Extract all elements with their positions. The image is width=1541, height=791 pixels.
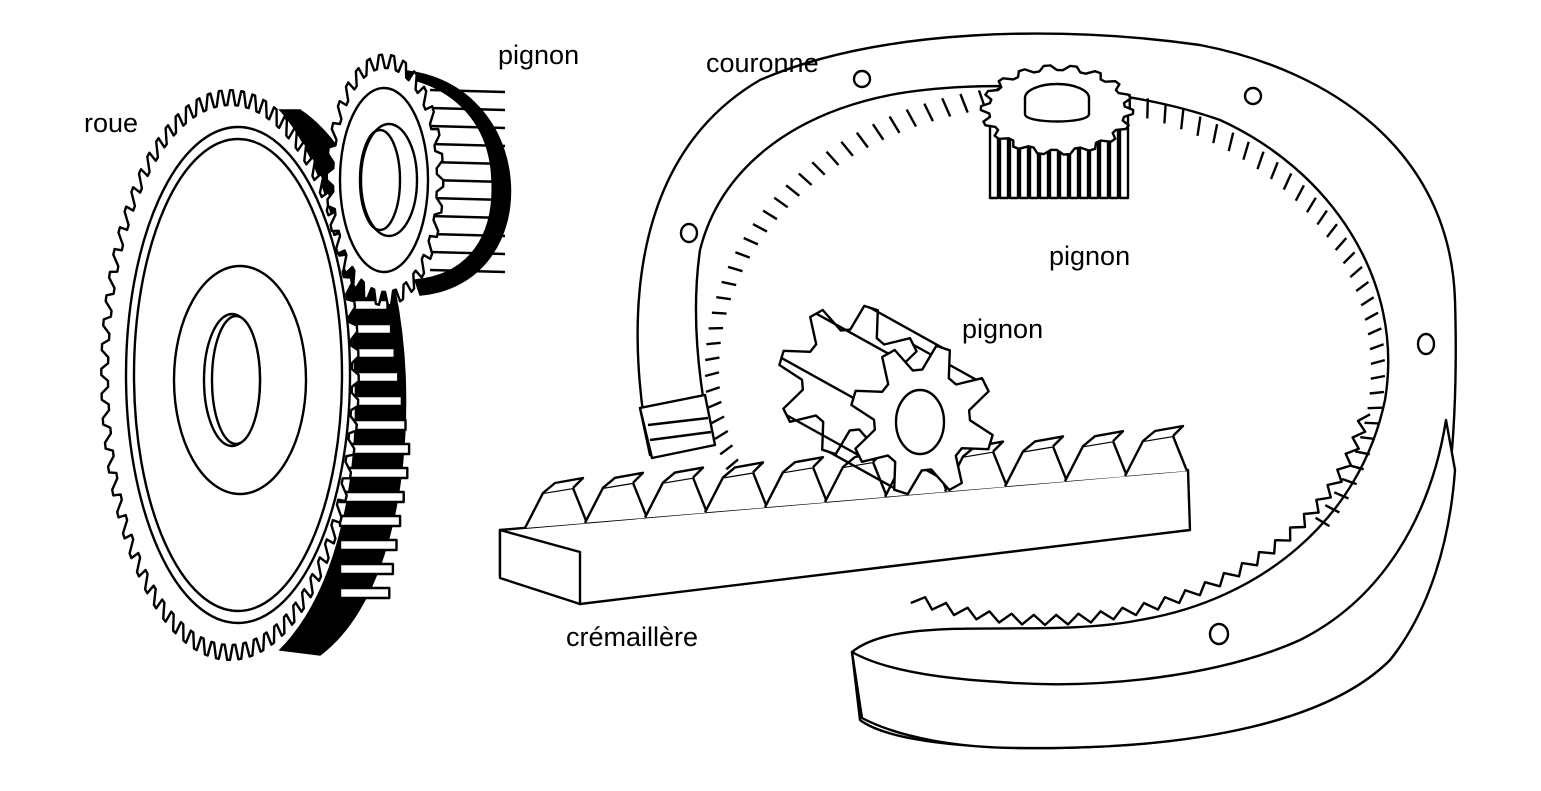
roue-bore [212,316,260,444]
pignon-couronne-gear [981,65,1133,198]
pignon-bore [361,124,417,236]
label-couronne: couronne [706,48,819,78]
pignon-rack-bore [896,390,944,454]
pignon-couronne-hub-side [1025,98,1089,122]
label-pignon-couronne: pignon [1049,241,1130,271]
pignon-small-gear [327,55,511,306]
label-roue: roue [84,108,138,138]
cremaillere-rack [500,426,1190,604]
label-cremaillere: crémaillère [566,622,698,652]
label-pignon-top: pignon [498,40,579,70]
label-pignon-rack: pignon [962,314,1043,344]
